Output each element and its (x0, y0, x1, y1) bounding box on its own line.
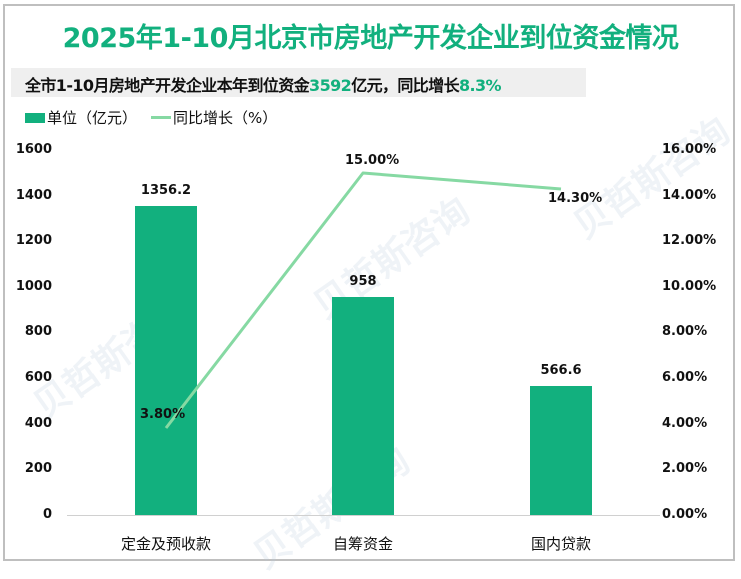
bar-deposits[interactable] (135, 206, 197, 515)
x-axis-line (67, 515, 660, 516)
growth-line (164, 171, 562, 429)
bar-self-raised[interactable] (332, 297, 394, 515)
category-label: 国内贷款 (530, 535, 591, 553)
subtitle: 全市1-10月房地产开发企业本年到位资金3592亿元，同比增长8.3% (25, 72, 502, 96)
right-axis-tick: 4.00% (662, 416, 708, 431)
legend: 单位（亿元） 同比增长（%） (25, 107, 277, 128)
right-axis-tick: 12.00% (662, 233, 717, 248)
bar-value-label: 1356.2 (140, 183, 192, 198)
right-axis-tick: 2.00% (662, 461, 708, 476)
left-axis-tick: 400 (24, 416, 52, 431)
left-axis-tick: 0 (42, 507, 52, 522)
legend-line-label: 同比增长（%） (173, 109, 278, 127)
left-axis-tick: 600 (24, 370, 52, 385)
left-axis-tick: 200 (24, 461, 52, 476)
subtitle-bar: 全市1-10月房地产开发企业本年到位资金3592亿元，同比增长8.3% (11, 68, 586, 97)
left-axis-tick: 800 (24, 324, 52, 339)
left-axis-tick: 1200 (15, 233, 52, 248)
subtitle-growth: 8.3% (459, 76, 502, 95)
legend-bar-label: 单位（亿元） (47, 109, 138, 127)
right-axis-tick: 14.00% (662, 188, 717, 203)
right-axis-tick: 6.00% (662, 370, 708, 385)
left-axis-tick: 1400 (15, 188, 52, 203)
left-axis-tick: 1600 (15, 142, 52, 157)
legend-bar-swatch-icon (25, 112, 45, 123)
line-point-label: 3.80% (140, 407, 186, 422)
chart-title: 2025年1-10月北京市房地产开发企业到位资金情况 (62, 23, 679, 54)
category-label: 定金及预收款 (120, 535, 211, 553)
left-axis-tick: 1000 (15, 279, 52, 294)
right-axis-tick: 8.00% (662, 324, 708, 339)
bar-domestic-loans[interactable] (530, 386, 592, 515)
subtitle-middle: 亿元，同比增长 (351, 76, 459, 95)
bar-value-label: 566.6 (540, 363, 582, 378)
line-point-label: 14.30% (548, 191, 603, 206)
bar-value-label: 958 (349, 274, 377, 289)
right-axis-tick: 0.00% (662, 507, 708, 522)
subtitle-prefix: 全市1-10月房地产开发企业本年到位资金 (25, 76, 310, 95)
category-label: 自筹资金 (332, 535, 393, 553)
legend-line-swatch-icon (151, 116, 172, 119)
line-point-label: 15.00% (345, 153, 400, 168)
right-axis-tick: 10.00% (662, 279, 717, 294)
subtitle-amount: 3592 (309, 76, 352, 95)
right-axis-tick: 16.00% (662, 142, 717, 157)
